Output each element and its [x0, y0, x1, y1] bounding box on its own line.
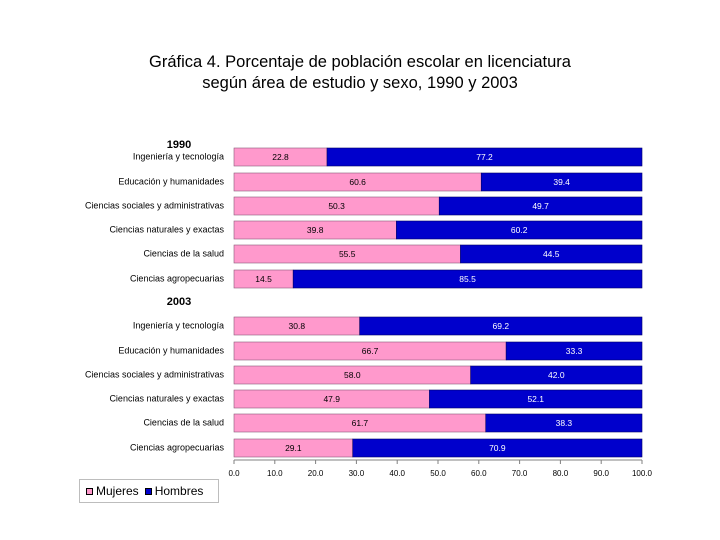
data-label-hombres: 60.2	[511, 225, 528, 235]
data-label-hombres: 69.2	[493, 321, 510, 331]
data-label-hombres: 42.0	[548, 370, 565, 380]
data-label-hombres: 70.9	[489, 443, 506, 453]
data-label-mujeres: 47.9	[323, 394, 340, 404]
category-label: Ciencias naturales y exactas	[109, 224, 224, 234]
chart-title: Gráfica 4. Porcentaje de población escol…	[0, 52, 720, 94]
category-label: Ciencias naturales y exactas	[109, 393, 224, 403]
chart-legend: Mujeres Hombres	[79, 479, 219, 503]
legend-item-mujeres: Mujeres	[86, 484, 139, 498]
data-label-mujeres: 22.8	[272, 152, 289, 162]
category-label: Ciencias de la salud	[143, 248, 224, 258]
x-tick-label: 50.0	[430, 469, 446, 478]
x-tick-label: 70.0	[512, 469, 528, 478]
x-tick-label: 80.0	[553, 469, 569, 478]
category-label: Ciencias agropecuarias	[130, 273, 225, 283]
group-label-1990: 1990	[167, 139, 191, 151]
category-label: Ciencias agropecuarias	[130, 442, 225, 452]
bar-hombres-1990	[460, 244, 643, 264]
data-label-mujeres: 14.5	[255, 274, 272, 284]
data-label-hombres: 85.5	[459, 274, 476, 284]
legend-swatch-hombres	[144, 487, 152, 495]
data-label-hombres: 39.4	[553, 177, 570, 187]
data-label-hombres: 38.3	[556, 418, 573, 428]
category-label: Educación y humanidades	[118, 345, 224, 355]
data-label-mujeres: 55.5	[339, 249, 356, 259]
category-label: Educación y humanidades	[118, 176, 224, 186]
bar-hombres-2003	[429, 389, 643, 409]
bar-hombres-2003	[485, 413, 643, 433]
data-label-mujeres: 30.8	[289, 321, 306, 331]
group-label-2003: 2003	[167, 296, 191, 308]
data-label-mujeres: 60.6	[349, 177, 366, 187]
bar-hombres-1990	[396, 220, 643, 240]
category-label: Ingeniería y tecnología	[133, 151, 224, 161]
category-label: Ciencias sociales y administrativas	[85, 200, 225, 210]
bar-hombres-2003	[352, 438, 643, 458]
category-label: Ciencias de la salud	[143, 417, 224, 427]
data-label-hombres: 52.1	[527, 394, 544, 404]
data-label-hombres: 77.2	[476, 152, 493, 162]
data-label-mujeres: 39.8	[307, 225, 324, 235]
legend-label-hombres: Hombres	[154, 484, 204, 498]
data-label-mujeres: 61.7	[352, 418, 369, 428]
chart-title-line-2: según área de estudio y sexo, 1990 y 200…	[202, 74, 518, 92]
x-tick-label: 100.0	[632, 469, 653, 478]
x-tick-label: 60.0	[471, 469, 487, 478]
data-label-mujeres: 29.1	[285, 443, 302, 453]
data-label-hombres: 44.5	[543, 249, 560, 259]
legend-swatch-mujeres	[86, 487, 93, 495]
bar-hombres-1990	[480, 172, 643, 192]
bar-hombres-2003	[470, 365, 643, 385]
bar-hombres-2003	[505, 341, 643, 361]
bar-hombres-1990	[438, 196, 643, 216]
category-label: Ciencias sociales y administrativas	[85, 369, 225, 379]
bar-hombres-1990	[326, 147, 643, 167]
data-label-hombres: 33.3	[566, 346, 583, 356]
bar-hombres-1990	[292, 269, 643, 289]
x-tick-label: 0.0	[228, 469, 240, 478]
data-label-hombres: 49.7	[532, 201, 549, 211]
x-tick-label: 10.0	[267, 469, 283, 478]
legend-item-hombres: Hombres	[144, 484, 204, 498]
chart-title-line-1: Gráfica 4. Porcentaje de población escol…	[149, 53, 571, 71]
data-label-mujeres: 50.3	[328, 201, 345, 211]
category-label: Ingeniería y tecnología	[133, 320, 224, 330]
x-tick-label: 30.0	[349, 469, 365, 478]
x-tick-label: 40.0	[389, 469, 405, 478]
x-tick-label: 90.0	[593, 469, 609, 478]
x-tick-label: 20.0	[308, 469, 324, 478]
data-label-mujeres: 66.7	[362, 346, 379, 356]
legend-label-mujeres: Mujeres	[96, 484, 139, 498]
data-label-mujeres: 58.0	[344, 370, 361, 380]
bar-hombres-2003	[359, 316, 643, 336]
